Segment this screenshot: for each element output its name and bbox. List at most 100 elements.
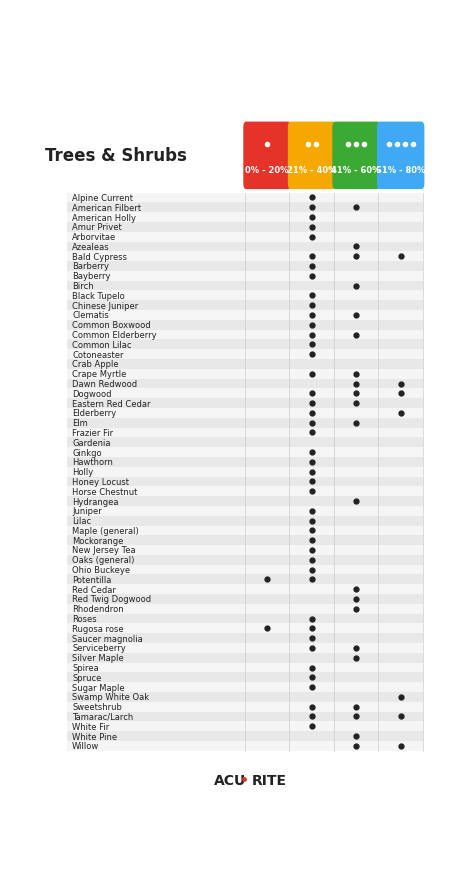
Bar <box>66 468 423 477</box>
Bar <box>66 428 423 438</box>
Text: Ginkgo: Ginkgo <box>72 448 102 457</box>
Bar <box>66 506 423 516</box>
Text: Honey Locust: Honey Locust <box>72 477 129 486</box>
Bar <box>66 654 423 662</box>
Text: Bald Cypress: Bald Cypress <box>72 252 127 261</box>
Bar <box>66 487 423 496</box>
Text: Crab Apple: Crab Apple <box>72 360 118 369</box>
Text: ACU: ACU <box>213 773 246 788</box>
Bar <box>66 712 423 721</box>
Bar <box>66 565 423 575</box>
Bar <box>66 320 423 330</box>
Text: RITE: RITE <box>252 773 287 788</box>
Bar <box>66 448 423 458</box>
Text: Dogwood: Dogwood <box>72 390 111 399</box>
Text: Arborvitae: Arborvitae <box>72 232 116 242</box>
Bar <box>66 242 423 252</box>
Bar <box>66 545 423 555</box>
Text: Willow: Willow <box>72 741 100 751</box>
Text: American Filbert: American Filbert <box>72 204 141 213</box>
Text: Lilac: Lilac <box>72 517 91 526</box>
FancyBboxPatch shape <box>377 122 424 190</box>
Text: Common Lilac: Common Lilac <box>72 341 132 350</box>
Bar <box>66 672 423 682</box>
Text: Common Boxwood: Common Boxwood <box>72 321 151 330</box>
Bar <box>66 350 423 359</box>
Bar <box>66 526 423 536</box>
Text: Cotoneaster: Cotoneaster <box>72 350 124 359</box>
Text: Potentilla: Potentilla <box>72 575 111 584</box>
Text: Holly: Holly <box>72 468 93 477</box>
Bar <box>66 458 423 468</box>
Text: Dawn Redwood: Dawn Redwood <box>72 380 137 389</box>
Bar <box>66 662 423 672</box>
Text: •: • <box>240 773 249 788</box>
Bar <box>66 213 423 223</box>
Bar <box>66 409 423 418</box>
Bar <box>66 359 423 369</box>
Bar <box>66 644 423 654</box>
Text: American Holly: American Holly <box>72 214 136 223</box>
Text: Tamarac/Larch: Tamarac/Larch <box>72 713 133 721</box>
Text: Roses: Roses <box>72 614 97 623</box>
Text: Spirea: Spirea <box>72 663 99 672</box>
FancyBboxPatch shape <box>288 122 335 190</box>
Bar <box>66 477 423 487</box>
Text: Amur Privet: Amur Privet <box>72 224 122 232</box>
Text: 21% - 40%: 21% - 40% <box>287 165 337 174</box>
Text: Oaks (general): Oaks (general) <box>72 556 135 565</box>
Bar <box>66 604 423 614</box>
Text: Gardenia: Gardenia <box>72 438 110 447</box>
Bar <box>66 575 423 585</box>
Bar <box>66 721 423 731</box>
Text: Eastern Red Cedar: Eastern Red Cedar <box>72 399 151 409</box>
Text: Chinese Juniper: Chinese Juniper <box>72 301 138 310</box>
Bar <box>66 379 423 389</box>
Bar <box>66 496 423 506</box>
Bar <box>66 595 423 604</box>
Text: Hawthorn: Hawthorn <box>72 458 113 467</box>
Bar <box>66 282 423 291</box>
Text: Silver Maple: Silver Maple <box>72 654 124 662</box>
Bar <box>66 262 423 272</box>
Text: Horse Chestnut: Horse Chestnut <box>72 487 137 496</box>
Bar <box>66 301 423 311</box>
Bar <box>66 272 423 282</box>
Text: Black Tupelo: Black Tupelo <box>72 291 125 300</box>
Bar <box>66 555 423 565</box>
Bar <box>66 634 423 644</box>
Bar <box>66 614 423 624</box>
Text: White Pine: White Pine <box>72 732 117 741</box>
Bar <box>66 340 423 350</box>
Text: Ohio Buckeye: Ohio Buckeye <box>72 565 130 575</box>
Text: Bayberry: Bayberry <box>72 272 110 281</box>
Bar <box>66 399 423 409</box>
Text: Mockorange: Mockorange <box>72 536 124 545</box>
Text: 0% - 20%: 0% - 20% <box>245 165 289 174</box>
Text: Sweetshrub: Sweetshrub <box>72 703 122 712</box>
FancyBboxPatch shape <box>332 122 380 190</box>
Bar <box>66 682 423 692</box>
Bar <box>66 438 423 448</box>
Bar <box>66 330 423 340</box>
Text: Saucer magnolia: Saucer magnolia <box>72 634 143 643</box>
Text: Spruce: Spruce <box>72 673 101 682</box>
Text: Maple (general): Maple (general) <box>72 527 139 536</box>
Bar <box>66 232 423 242</box>
Text: Red Twig Dogwood: Red Twig Dogwood <box>72 595 151 603</box>
Text: Frazier Fir: Frazier Fir <box>72 428 113 437</box>
Bar <box>66 741 423 751</box>
Bar <box>66 516 423 526</box>
Bar <box>66 585 423 595</box>
Text: Alpine Current: Alpine Current <box>72 194 133 203</box>
Bar <box>66 536 423 545</box>
Text: Trees & Shrubs: Trees & Shrubs <box>45 148 187 165</box>
Text: Barberry: Barberry <box>72 262 109 271</box>
Text: Rhodendron: Rhodendron <box>72 604 124 613</box>
Text: Serviceberry: Serviceberry <box>72 644 126 653</box>
Text: 41% - 60%: 41% - 60% <box>331 165 381 174</box>
Text: Swamp White Oak: Swamp White Oak <box>72 693 149 702</box>
Bar <box>66 418 423 428</box>
Bar <box>66 369 423 379</box>
Text: Juniper: Juniper <box>72 507 102 516</box>
